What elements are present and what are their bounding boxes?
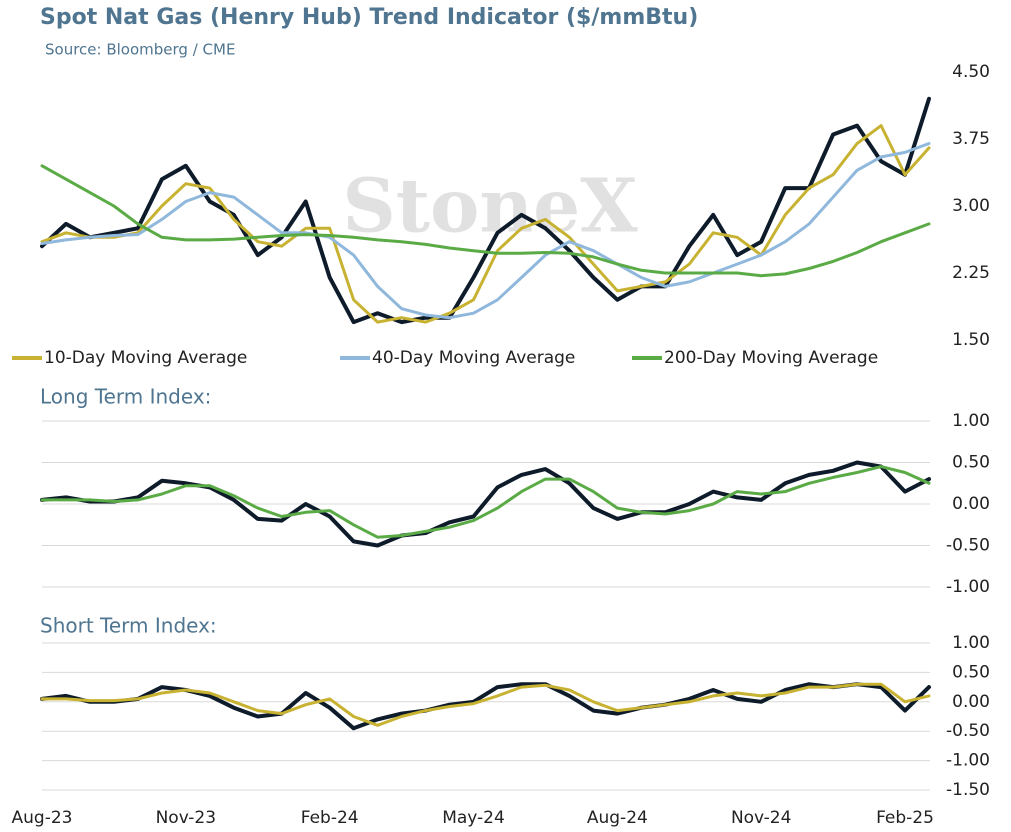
series-line	[40, 142, 931, 320]
y-tick-label: 2.25	[952, 263, 990, 283]
series-line	[40, 460, 931, 548]
legend-label: 40-Day Moving Average	[372, 348, 575, 368]
y-tick-label: 4.50	[952, 62, 990, 82]
series-line	[40, 96, 931, 325]
y-tick-label: 0.00	[952, 494, 990, 514]
y-tick-label: 3.75	[952, 129, 990, 149]
series-line	[40, 465, 931, 539]
legend-label: 200-Day Moving Average	[664, 348, 878, 368]
y-tick-label: 0.50	[952, 662, 990, 682]
y-tick-label: -0.50	[946, 536, 990, 556]
y-tick-label: 0.00	[952, 692, 990, 712]
y-tick-label: 1.00	[952, 633, 990, 653]
chart-subtitle: Source: Bloomberg / CME	[45, 41, 235, 59]
x-tick-label: Feb-25	[876, 808, 934, 828]
panel-title: Short Term Index:	[40, 614, 217, 638]
y-tick-label: -1.00	[946, 751, 990, 771]
chart-title: Spot Nat Gas (Henry Hub) Trend Indicator…	[40, 5, 698, 30]
series-line	[40, 682, 931, 727]
panel-title: Long Term Index:	[40, 385, 211, 409]
x-tick-label: Aug-23	[12, 808, 73, 828]
x-tick-label: Nov-23	[156, 808, 217, 828]
series-line	[40, 164, 931, 278]
y-tick-label: -1.00	[946, 577, 990, 597]
legend-label: 10-Day Moving Average	[44, 348, 247, 368]
y-tick-label: 3.00	[952, 196, 990, 216]
x-tick-label: Aug-24	[587, 808, 648, 828]
x-tick-label: Feb-24	[301, 808, 359, 828]
y-tick-label: 1.00	[952, 411, 990, 431]
x-tick-label: May-24	[442, 808, 505, 828]
x-tick-label: Nov-24	[731, 808, 792, 828]
series-line	[40, 124, 931, 324]
y-tick-label: -1.50	[946, 780, 990, 800]
y-tick-label: 1.50	[952, 330, 990, 350]
watermark: StoneX	[342, 164, 638, 250]
y-tick-label: 0.50	[952, 453, 990, 473]
y-tick-label: -0.50	[946, 721, 990, 741]
